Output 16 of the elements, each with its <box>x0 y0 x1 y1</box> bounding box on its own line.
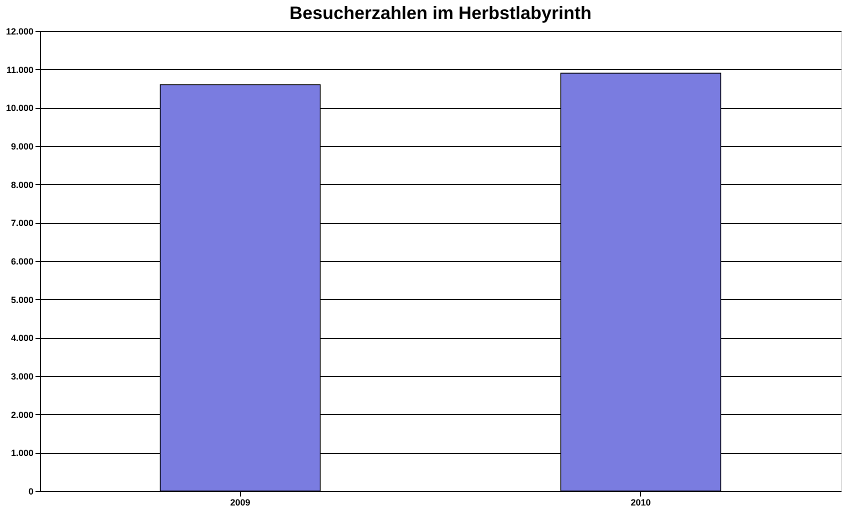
y-tick-label: 9.000 <box>10 142 34 152</box>
y-tick-label: 5.000 <box>10 294 34 305</box>
y-tick-label: 2.000 <box>10 410 34 420</box>
y-tick-label: 8.000 <box>10 180 34 190</box>
y-tick-label: 1.000 <box>10 448 34 458</box>
y-tick-label: 10.000 <box>6 103 34 114</box>
y-tick-label: 7.000 <box>10 218 34 228</box>
y-tick-label: 11.000 <box>6 64 34 75</box>
chart-title: Besucherzahlen im Herbstlabyrinth <box>289 3 592 23</box>
y-tick-label: 12.000 <box>6 26 34 36</box>
x-tick-label: 2010 <box>630 498 651 508</box>
y-tick-label: 0 <box>28 486 34 496</box>
y-tick-label: 3.000 <box>10 372 34 382</box>
y-tick-label: 4.000 <box>10 333 34 344</box>
y-tick-label: 6.000 <box>10 256 34 266</box>
x-tick-label: 2009 <box>230 498 250 508</box>
